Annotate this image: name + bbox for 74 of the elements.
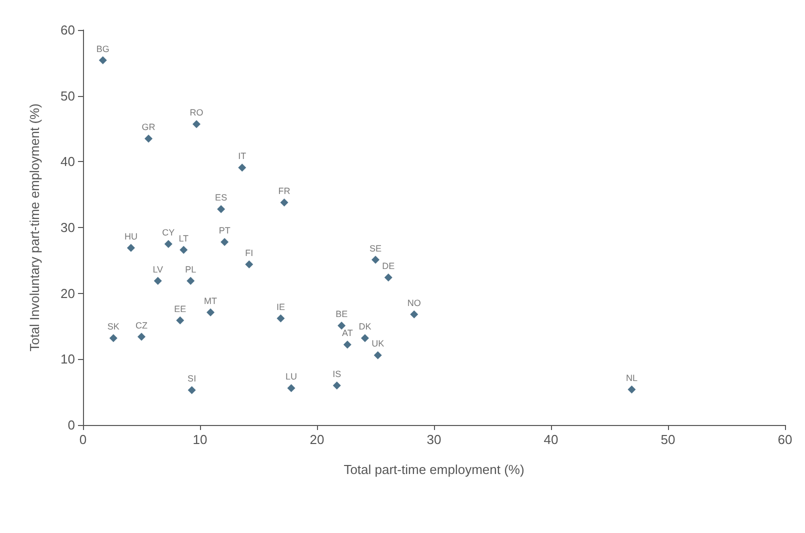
x-axis-title: Total part-time employment (%) [344, 462, 524, 477]
y-tick-label: 20 [60, 286, 75, 301]
point [176, 316, 184, 324]
point [109, 334, 118, 342]
x-tick-label: 10 [192, 432, 208, 447]
point [206, 308, 215, 316]
annotation: NO [407, 298, 421, 308]
annotation: GR [142, 122, 156, 132]
point [374, 351, 382, 360]
annotation: CZ [136, 320, 148, 330]
x-tick-label: 50 [660, 432, 676, 447]
point [343, 340, 352, 349]
annotation: UK [372, 338, 384, 349]
annotation: IE [276, 302, 285, 312]
annotation: EE [174, 304, 186, 314]
y-tick-label: 10 [60, 352, 75, 367]
point [138, 332, 146, 341]
point [384, 274, 392, 282]
annotation: NL [626, 372, 638, 383]
x-tick-label: 60 [778, 432, 792, 447]
y-tick-label: 0 [68, 418, 75, 432]
point [245, 260, 254, 268]
point [628, 385, 636, 394]
annotation: LU [286, 372, 298, 382]
point [338, 322, 346, 330]
point [372, 256, 380, 264]
annotation: BE [336, 309, 348, 320]
point [188, 386, 196, 394]
point [126, 244, 135, 252]
point [410, 310, 418, 318]
annotation: SI [188, 374, 196, 384]
point [186, 276, 195, 285]
point [220, 238, 229, 246]
y-tick-label: 40 [60, 154, 75, 170]
annotation: ES [215, 192, 228, 203]
point [154, 276, 162, 285]
point [217, 205, 226, 214]
annotation: FI [245, 248, 254, 258]
annotation: AT [342, 328, 354, 338]
point [280, 198, 288, 206]
annotation: MT [204, 296, 218, 306]
point [332, 382, 341, 390]
point [238, 164, 246, 172]
annotation: DE [382, 261, 395, 272]
x-tick-label: 30 [426, 432, 442, 447]
point [287, 384, 296, 392]
y-tick-label: 50 [60, 88, 75, 104]
point [164, 240, 172, 248]
annotation: HU [124, 231, 138, 242]
y-tick-label: 30 [60, 220, 75, 235]
point [192, 120, 200, 128]
annotation: SK [107, 322, 120, 332]
point [144, 134, 153, 143]
annotation: CY [162, 227, 175, 238]
x-tick-label: 0 [79, 432, 87, 447]
annotation: BG [96, 44, 110, 54]
point [98, 56, 107, 64]
annotation: RO [190, 108, 204, 118]
annotation: PT [218, 225, 231, 236]
annotation: PL [185, 264, 196, 274]
annotation: DK [358, 322, 372, 332]
annotation: SE [369, 243, 382, 254]
x-tick-label: 20 [310, 432, 324, 447]
y-tick-label: 60 [60, 22, 75, 38]
point [360, 334, 369, 342]
annotation: IS [332, 369, 342, 379]
y-axis-title: Total Involuntary part-time employment (%) [27, 104, 42, 352]
point [276, 314, 285, 322]
x-tick-label: 40 [544, 432, 558, 447]
annotation: LT [178, 233, 190, 244]
annotation: LV [152, 264, 164, 274]
point [180, 246, 188, 254]
annotation: FR [278, 186, 291, 196]
annotation: IT [238, 151, 247, 162]
